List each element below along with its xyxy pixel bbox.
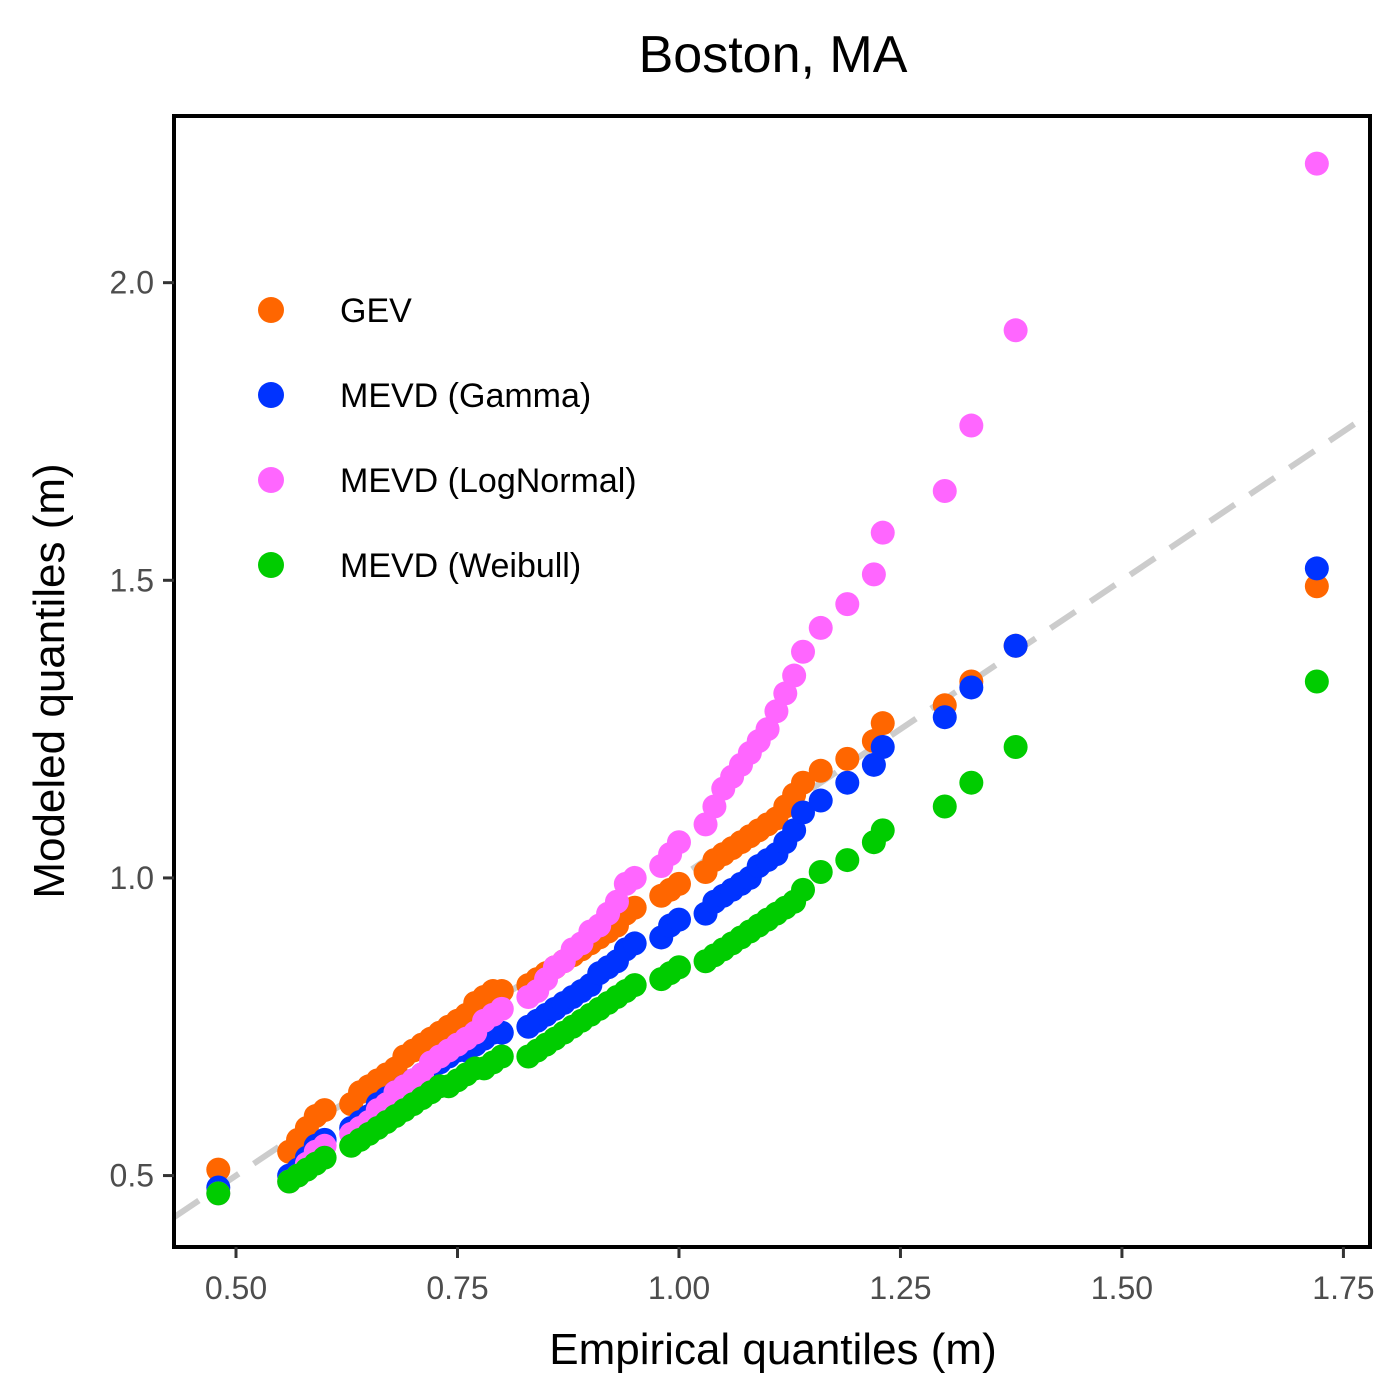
series-mevd-weibull — [206, 669, 1329, 1206]
data-point — [808, 758, 833, 783]
data-point — [791, 877, 816, 902]
x-tick-label: 1.75 — [1312, 1270, 1374, 1306]
data-point — [959, 770, 984, 795]
data-point — [489, 1020, 514, 1045]
data-point — [932, 794, 957, 819]
x-tick-label: 0.50 — [205, 1270, 267, 1306]
x-tick-label: 1.00 — [648, 1270, 710, 1306]
data-point — [693, 812, 718, 837]
data-point — [861, 562, 886, 587]
data-point — [312, 1098, 337, 1123]
data-point — [666, 871, 691, 896]
y-axis: 0.5 1.0 1.5 2.0 — [110, 265, 174, 1194]
data-point — [835, 746, 860, 771]
data-point — [835, 592, 860, 617]
x-axis-title: Empirical quantiles (m) — [549, 1325, 996, 1374]
legend-label: GEV — [340, 292, 412, 330]
legend-key — [258, 297, 284, 323]
data-point — [206, 1181, 231, 1206]
data-point — [604, 889, 629, 914]
plot-frame — [172, 114, 1372, 1249]
series-gev — [206, 574, 1329, 1182]
y-tick-label: 2.0 — [110, 265, 154, 301]
data-point — [808, 859, 833, 884]
data-point — [1304, 151, 1329, 176]
data-point — [959, 675, 984, 700]
series-mevd-lognormal — [206, 151, 1329, 1206]
data-point — [764, 699, 789, 724]
x-tick-label: 0.75 — [426, 1270, 488, 1306]
chart-title: Boston, MA — [639, 26, 908, 84]
data-point — [932, 705, 957, 730]
plot-marks — [174, 151, 1370, 1220]
legend-label: MEVD (LogNormal) — [340, 462, 637, 500]
y-axis-title: Modeled quantiles (m) — [25, 463, 74, 898]
data-point — [932, 479, 957, 504]
data-point — [1003, 633, 1028, 658]
data-point — [870, 818, 895, 843]
data-point — [755, 717, 780, 742]
data-point — [835, 770, 860, 795]
data-point — [835, 848, 860, 873]
legend-key — [258, 382, 284, 408]
data-point — [206, 1157, 231, 1182]
data-point — [791, 770, 816, 795]
data-point — [666, 907, 691, 932]
y-tick-label: 1.0 — [110, 860, 154, 896]
y-tick-label: 1.5 — [110, 562, 154, 598]
data-point — [791, 639, 816, 664]
data-point — [489, 1044, 514, 1069]
plot-area — [174, 151, 1370, 1220]
data-point — [808, 615, 833, 640]
x-tick-label: 1.50 — [1091, 1270, 1153, 1306]
data-point — [782, 818, 807, 843]
legend-label: MEVD (Gamma) — [340, 377, 591, 415]
data-point — [312, 1145, 337, 1170]
data-point — [870, 520, 895, 545]
data-point — [622, 973, 647, 998]
data-point — [1304, 574, 1329, 599]
data-point — [861, 752, 886, 777]
data-point — [666, 955, 691, 980]
data-point — [666, 830, 691, 855]
data-point — [870, 711, 895, 736]
x-axis: 0.50 0.75 1.00 1.25 1.50 1.75 — [205, 1247, 1375, 1306]
data-point — [1003, 318, 1028, 343]
data-point — [1304, 556, 1329, 581]
data-point — [622, 931, 647, 956]
legend-key — [258, 552, 284, 578]
data-point — [959, 413, 984, 438]
data-point — [791, 800, 816, 825]
legend: GEV MEVD (Gamma) MEVD (LogNormal) MEVD (Wei… — [258, 292, 637, 585]
legend-key — [258, 467, 284, 493]
data-point — [489, 996, 514, 1021]
data-point — [870, 734, 895, 759]
data-point — [1304, 669, 1329, 694]
data-point — [773, 681, 798, 706]
y-tick-label: 0.5 — [110, 1158, 154, 1194]
data-point — [489, 979, 514, 1004]
data-point — [808, 788, 833, 813]
data-point — [782, 663, 807, 688]
data-point — [622, 865, 647, 890]
x-tick-label: 1.25 — [869, 1270, 931, 1306]
legend-label: MEVD (Weibull) — [340, 547, 581, 585]
data-point — [1003, 734, 1028, 759]
data-point — [702, 794, 727, 819]
